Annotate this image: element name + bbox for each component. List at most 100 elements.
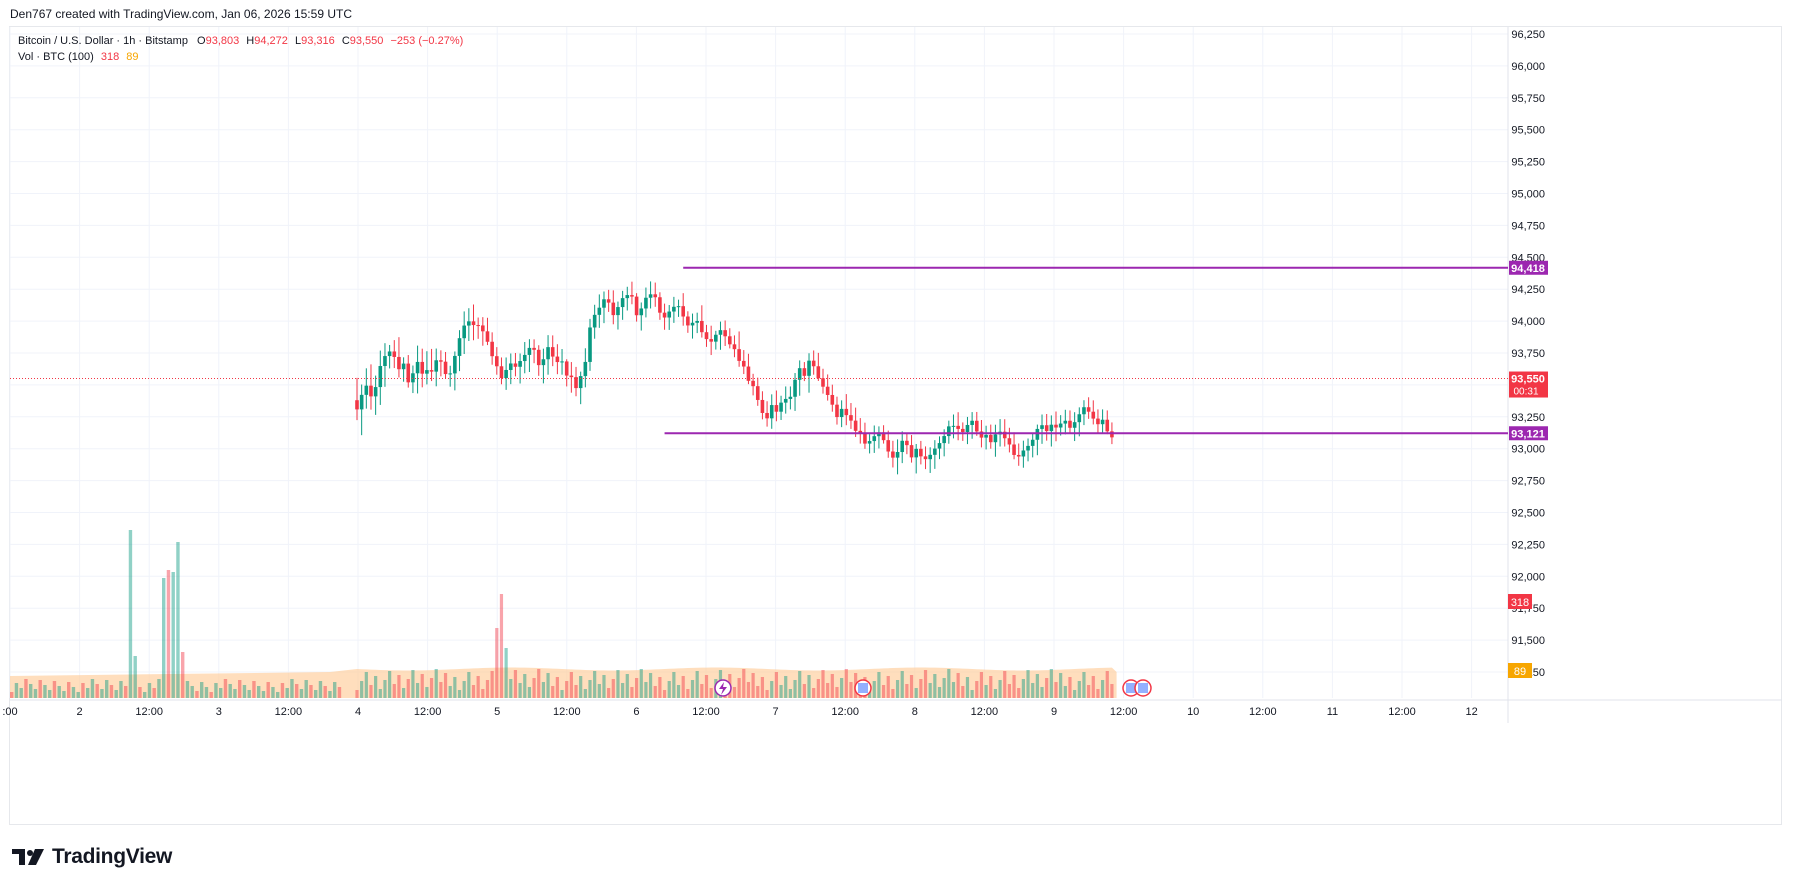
candle-body[interactable] bbox=[462, 325, 466, 339]
candle-body[interactable] bbox=[1082, 407, 1086, 415]
candle-body[interactable] bbox=[387, 351, 392, 357]
candle-body[interactable] bbox=[956, 425, 960, 429]
candle-body[interactable] bbox=[602, 299, 606, 308]
candle-body[interactable] bbox=[970, 420, 974, 425]
candle-body[interactable] bbox=[984, 434, 988, 438]
candle-body[interactable] bbox=[863, 433, 867, 444]
candle-body[interactable] bbox=[1035, 428, 1040, 440]
candle-body[interactable] bbox=[737, 349, 741, 361]
candle-body[interactable] bbox=[485, 331, 490, 342]
candle-body[interactable] bbox=[1007, 438, 1012, 445]
candle-body[interactable] bbox=[630, 295, 634, 297]
candle-body[interactable] bbox=[821, 378, 825, 387]
candle-body[interactable] bbox=[793, 379, 797, 397]
candle-body[interactable] bbox=[359, 394, 364, 410]
candle-body[interactable] bbox=[1040, 425, 1044, 429]
candle-body[interactable] bbox=[895, 452, 900, 458]
candle-body[interactable] bbox=[704, 332, 709, 340]
candle-body[interactable] bbox=[1054, 424, 1058, 428]
candle-body[interactable] bbox=[732, 344, 737, 350]
candle-body[interactable] bbox=[877, 432, 881, 437]
candle-body[interactable] bbox=[527, 347, 532, 355]
candle-body[interactable] bbox=[518, 361, 522, 367]
candle-body[interactable] bbox=[495, 356, 499, 367]
candle-body[interactable] bbox=[867, 441, 872, 444]
candle-body[interactable] bbox=[741, 360, 746, 367]
candle-body[interactable] bbox=[574, 377, 578, 389]
candle-body[interactable] bbox=[578, 376, 583, 389]
candle-body[interactable] bbox=[616, 307, 620, 316]
volume-label[interactable]: Vol · BTC (100) bbox=[18, 51, 94, 63]
candle-body[interactable] bbox=[467, 321, 471, 326]
candle-body[interactable] bbox=[1044, 425, 1049, 432]
candle-body[interactable] bbox=[499, 366, 504, 379]
candle-body[interactable] bbox=[1012, 444, 1016, 455]
candle-body[interactable] bbox=[886, 440, 891, 452]
candle-body[interactable] bbox=[411, 373, 415, 383]
candle-body[interactable] bbox=[667, 311, 672, 318]
candle-body[interactable] bbox=[811, 360, 816, 367]
candle-body[interactable] bbox=[429, 370, 434, 372]
candle-body[interactable] bbox=[397, 356, 401, 370]
candle-body[interactable] bbox=[942, 436, 946, 444]
candle-body[interactable] bbox=[690, 322, 695, 326]
candle-body[interactable] bbox=[541, 359, 546, 366]
candle-body[interactable] bbox=[853, 420, 858, 431]
candle-body[interactable] bbox=[611, 302, 616, 316]
candle-body[interactable] bbox=[373, 387, 378, 397]
candle-body[interactable] bbox=[816, 366, 821, 379]
candle-body[interactable] bbox=[965, 424, 970, 432]
candle-body[interactable] bbox=[709, 339, 713, 342]
candle-body[interactable] bbox=[928, 454, 932, 460]
candle-body[interactable] bbox=[700, 320, 704, 333]
candle-body[interactable] bbox=[723, 330, 727, 337]
candle-body[interactable] bbox=[532, 347, 536, 350]
tradingview-logo[interactable]: TradingView bbox=[12, 845, 172, 869]
candle-body[interactable] bbox=[891, 451, 895, 458]
candle-body[interactable] bbox=[457, 338, 462, 356]
candle-body[interactable] bbox=[686, 316, 690, 326]
candle-body[interactable] bbox=[783, 398, 788, 403]
candle-body[interactable] bbox=[406, 363, 411, 383]
candle-body[interactable] bbox=[788, 396, 793, 399]
candle-body[interactable] bbox=[453, 355, 457, 374]
candle-body[interactable] bbox=[1086, 407, 1091, 412]
candle-body[interactable] bbox=[695, 320, 699, 323]
candle-body[interactable] bbox=[378, 366, 383, 388]
candle-body[interactable] bbox=[961, 428, 965, 432]
candle-body[interactable] bbox=[1105, 419, 1110, 432]
candle-body[interactable] bbox=[835, 404, 839, 418]
candle-body[interactable] bbox=[471, 321, 476, 326]
candle-body[interactable] bbox=[481, 325, 485, 332]
candle-body[interactable] bbox=[937, 443, 942, 449]
candle-body[interactable] bbox=[546, 347, 550, 360]
candle-body[interactable] bbox=[1091, 411, 1096, 419]
candle-body[interactable] bbox=[504, 369, 508, 379]
candle-body[interactable] bbox=[807, 360, 811, 376]
candle-body[interactable] bbox=[439, 360, 443, 362]
candle-body[interactable] bbox=[779, 402, 783, 412]
candle-body[interactable] bbox=[522, 354, 527, 362]
candle-body[interactable] bbox=[858, 430, 863, 434]
candle-body[interactable] bbox=[900, 440, 905, 453]
candle-body[interactable] bbox=[364, 385, 369, 395]
candle-body[interactable] bbox=[746, 366, 751, 381]
candle-body[interactable] bbox=[1072, 422, 1077, 428]
candle-body[interactable] bbox=[755, 386, 760, 400]
candle-body[interactable] bbox=[718, 330, 723, 335]
candle-body[interactable] bbox=[774, 405, 779, 412]
candle-body[interactable] bbox=[1110, 431, 1114, 438]
candle-body[interactable] bbox=[592, 314, 597, 328]
candle-body[interactable] bbox=[1002, 431, 1007, 439]
candle-body[interactable] bbox=[839, 408, 844, 418]
candle-body[interactable] bbox=[550, 347, 555, 357]
candle-body[interactable] bbox=[401, 363, 406, 370]
candle-body[interactable] bbox=[974, 420, 979, 432]
candle-body[interactable] bbox=[914, 448, 918, 458]
candle-body[interactable] bbox=[583, 361, 588, 377]
candle-body[interactable] bbox=[923, 456, 928, 460]
candle-body[interactable] bbox=[1063, 420, 1068, 424]
candle-body[interactable] bbox=[620, 298, 625, 308]
candle-body[interactable] bbox=[1100, 419, 1105, 425]
candle-body[interactable] bbox=[714, 334, 718, 342]
